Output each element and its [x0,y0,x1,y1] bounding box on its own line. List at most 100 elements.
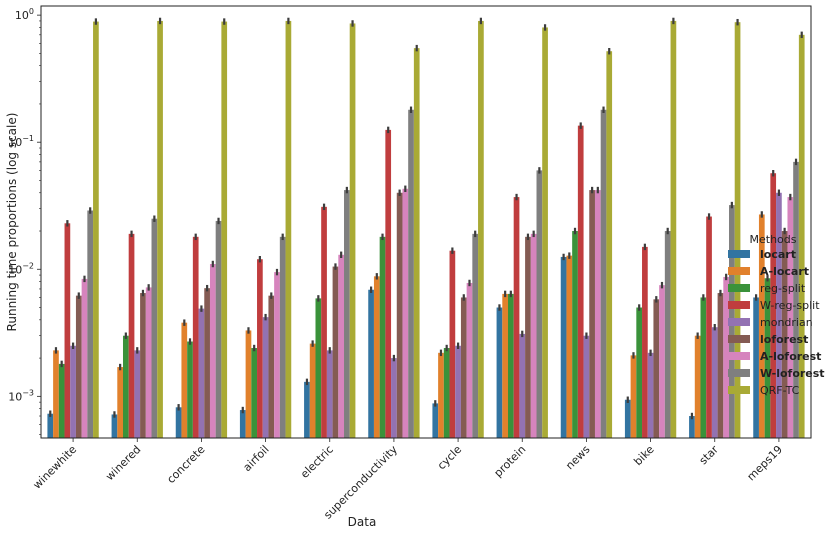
bar-w-reg-split-news [577,125,584,438]
bar-qrf-tc-star [734,22,741,438]
bar-w-loforest-cycle [472,233,479,438]
x-tick-label-concrete: concrete [164,443,207,486]
bar-w-loforest-news [600,109,607,438]
legend-swatch-a-locart [728,267,750,275]
bar-w-reg-split-superconductivity [385,129,392,438]
bar-mondrian-electric [326,350,333,438]
bar-a-locart-airfoil [245,330,252,438]
bar-a-locart-star [694,335,701,438]
bar-reg-split-star [700,297,707,438]
bar-a-loforest-bike [659,285,665,438]
bar-loforest-bike [653,299,660,438]
bar-w-reg-split-cycle [449,250,456,438]
bar-mondrian-star [711,327,718,438]
plot-frame [40,5,812,439]
bar-mondrian-news [583,335,590,438]
x-axis-label: Data [348,515,377,529]
bar-a-loforest-star [723,276,730,438]
bar-loforest-superconductivity [396,192,403,438]
x-tick-label-protein: protein [492,443,529,480]
legend-label-mondrian: mondrian [760,316,813,329]
x-tick-label-news: news [563,443,593,473]
bar-mondrian-winered [134,350,141,438]
bar-reg-split-news [572,231,578,438]
bar-reg-split-superconductivity [379,236,386,438]
bar-locart-airfoil [239,410,246,438]
bar-a-locart-concrete [181,322,188,438]
legend-swatch-w-reg-split [728,301,750,309]
bar-reg-split-winered [122,335,129,438]
bar-reg-split-bike [636,307,643,438]
bar-qrf-tc-bike [670,20,677,438]
bar-a-loforest-meps19 [787,197,794,438]
y-tick-label: 10−1 [8,134,34,149]
bar-reg-split-electric [315,298,322,438]
bar-locart-protein [496,307,503,438]
bar-loforest-news [589,190,595,438]
bar-a-loforest-protein [530,233,537,438]
legend-swatch-qrf-tc [728,386,750,394]
bar-qrf-tc-superconductivity [413,48,420,438]
bar-w-loforest-bike [664,231,671,438]
bar-reg-split-protein [507,293,514,438]
bar-qrf-tc-winewhite [93,21,99,439]
y-tick-label: 10−2 [8,261,34,276]
bar-a-locart-cycle [438,352,444,438]
bar-reg-split-winewhite [58,363,65,438]
bar-w-reg-split-star [706,216,712,438]
legend-label-locart: locart [760,248,796,261]
bar-qrf-tc-concrete [221,21,228,439]
bar-w-loforest-winewhite [87,210,94,438]
bar-w-reg-split-bike [642,246,648,438]
x-tick-label-electric: electric [298,443,336,481]
legend-label-loforest: loforest [760,333,808,346]
x-tick-label-star: star [697,443,722,468]
bar-a-locart-superconductivity [373,276,380,438]
y-axis-label: Running time proportions (log scale) [5,113,19,332]
bar-a-loforest-electric [338,254,345,438]
bar-a-locart-meps19 [758,214,765,438]
legend-swatch-locart [728,250,750,258]
legend-swatch-w-loforest [728,369,750,377]
bar-w-loforest-protein [536,170,543,438]
bar-a-locart-bike [630,355,637,438]
bar-w-loforest-winered [151,218,158,438]
bar-mondrian-concrete [198,308,205,438]
bar-qrf-tc-electric [349,23,356,439]
bar-loforest-cycle [460,297,467,438]
bar-a-locart-electric [309,343,316,438]
bar-a-loforest-winewhite [81,278,88,438]
bar-mondrian-airfoil [262,317,269,438]
bar-w-loforest-electric [344,190,350,438]
bar-a-locart-winewhite [53,350,59,438]
legend-swatch-a-loforest [728,352,750,360]
bar-locart-winewhite [47,413,54,438]
bar-locart-star [689,416,695,438]
bar-locart-meps19 [753,297,759,438]
bar-w-loforest-meps19 [793,161,799,438]
bar-mondrian-bike [647,352,654,438]
bar-mondrian-protein [519,333,526,438]
bar-loforest-airfoil [268,295,275,438]
legend-swatch-mondrian [728,318,750,326]
legend-label-qrf-tc: QRF-TC [760,384,800,397]
bar-w-reg-split-winewhite [64,223,71,438]
x-axis: winewhite winered concrete airfoil electric s… [30,438,785,522]
bar-loforest-star [717,293,724,438]
bar-a-locart-protein [502,293,508,438]
bar-qrf-tc-meps19 [798,34,805,438]
legend-swatch-reg-split [728,284,750,292]
bar-qrf-tc-airfoil [285,20,292,438]
bar-w-reg-split-winered [128,233,135,438]
bar-loforest-electric [332,266,339,438]
bar-a-locart-news [566,255,573,438]
bar-a-loforest-winered [145,287,152,438]
bar-locart-electric [304,381,310,438]
legend-swatch-loforest [728,335,750,343]
bar-w-loforest-concrete [215,220,222,438]
bar-w-reg-split-electric [321,206,327,438]
bar-w-loforest-airfoil [279,236,286,438]
bar-mondrian-winewhite [70,345,76,438]
bar-w-reg-split-meps19 [770,173,777,438]
